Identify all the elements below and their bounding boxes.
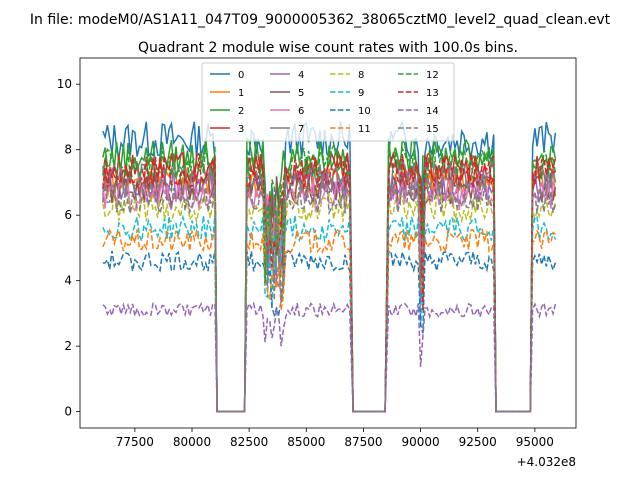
series-line-14	[102, 301, 557, 413]
chart-suptitle: In file: modeM0/AS1A11_047T09_9000005362…	[30, 12, 611, 28]
x-tick-label: 77500	[116, 435, 154, 449]
legend-label-11: 11	[358, 124, 371, 135]
x-tick-label: 95000	[516, 435, 554, 449]
x-tick-label: 85000	[287, 435, 325, 449]
chart-title: Quadrant 2 module wise count rates with …	[138, 40, 518, 56]
plot-frame	[79, 57, 577, 429]
series-line-13	[102, 154, 557, 413]
legend-label-1: 1	[238, 88, 244, 99]
y-tick-label: 8	[64, 143, 72, 157]
axis-layer: 77500 80000 82500 85000 87500 90000 92500 95000…	[57, 77, 554, 449]
series-layer	[102, 120, 557, 413]
series-line-15	[102, 181, 557, 413]
legend-label-2: 2	[238, 106, 244, 117]
x-tick-label: 90000	[401, 435, 439, 449]
series-line-10	[102, 249, 557, 413]
x-offset-label: +4.032e8	[517, 455, 576, 469]
series-line-11	[102, 227, 556, 413]
x-tick-label: 82500	[230, 435, 268, 449]
legend-label-5: 5	[298, 88, 304, 99]
legend-label-7: 7	[298, 124, 304, 135]
legend-label-4: 4	[298, 70, 304, 81]
x-tick-label: 92500	[459, 435, 497, 449]
series-line-12	[102, 143, 557, 413]
y-tick-label: 10	[57, 77, 72, 91]
legend-label-0: 0	[238, 70, 244, 81]
legend-label-9: 9	[358, 88, 364, 99]
legend-label-8: 8	[358, 70, 364, 81]
x-tick-label: 80000	[173, 435, 211, 449]
legend-label-10: 10	[358, 106, 371, 117]
legend-label-15: 15	[426, 124, 439, 135]
legend-box	[201, 62, 455, 142]
y-tick-label: 6	[64, 208, 72, 222]
legend-label-12: 12	[426, 70, 439, 81]
y-tick-label: 0	[64, 405, 72, 419]
x-tick-label: 87500	[344, 435, 382, 449]
y-tick-label: 4	[64, 274, 72, 288]
legend-label-3: 3	[238, 124, 244, 135]
legend-label-14: 14	[426, 106, 439, 117]
legend-label-6: 6	[298, 106, 304, 117]
legend-label-13: 13	[426, 88, 439, 99]
y-tick-label: 2	[64, 339, 72, 353]
series-line-9	[102, 214, 557, 413]
